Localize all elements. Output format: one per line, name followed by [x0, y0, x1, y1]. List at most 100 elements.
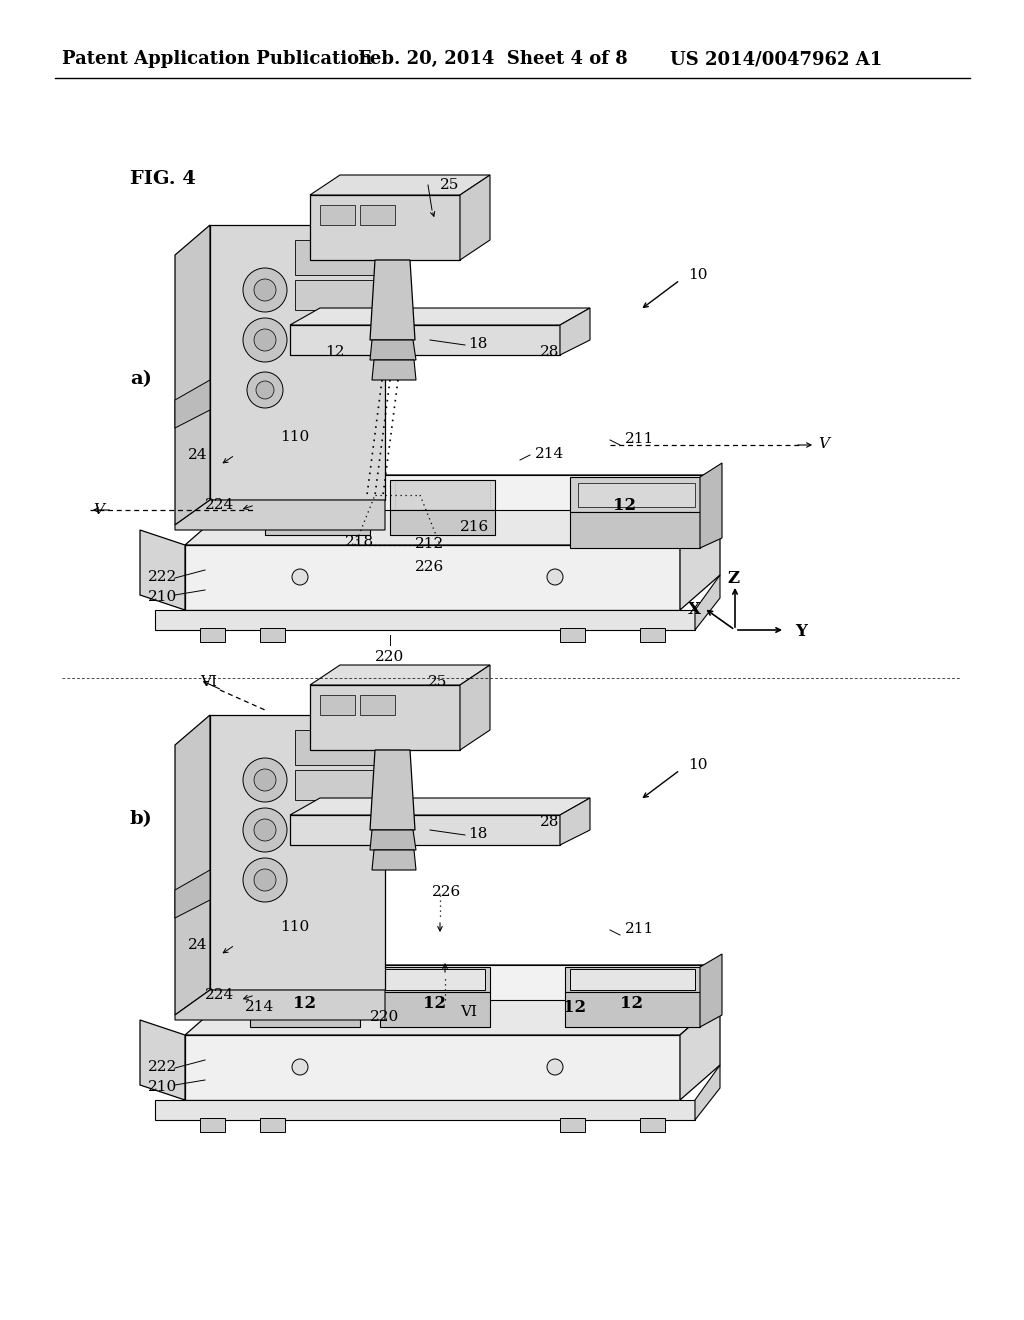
Polygon shape — [310, 176, 490, 195]
Text: 220: 220 — [371, 1010, 399, 1024]
Polygon shape — [225, 475, 720, 498]
Circle shape — [254, 279, 276, 301]
Text: 210: 210 — [148, 590, 177, 605]
Polygon shape — [560, 308, 590, 355]
Circle shape — [243, 808, 287, 851]
Polygon shape — [260, 1118, 285, 1133]
Polygon shape — [255, 969, 355, 990]
Polygon shape — [155, 610, 695, 630]
Text: 24: 24 — [188, 447, 208, 462]
Polygon shape — [700, 463, 722, 548]
Circle shape — [254, 770, 276, 791]
Circle shape — [243, 758, 287, 803]
Polygon shape — [175, 990, 385, 1020]
Polygon shape — [578, 483, 695, 507]
Polygon shape — [140, 531, 185, 610]
Polygon shape — [372, 360, 416, 380]
Text: Patent Application Publication: Patent Application Publication — [62, 50, 373, 69]
Text: 28: 28 — [540, 814, 559, 829]
Polygon shape — [290, 814, 560, 845]
Text: 12: 12 — [294, 995, 316, 1012]
Text: 12: 12 — [326, 345, 345, 359]
Polygon shape — [250, 968, 360, 993]
Polygon shape — [385, 969, 485, 990]
Polygon shape — [200, 1118, 225, 1133]
Polygon shape — [680, 1001, 720, 1100]
Text: 211: 211 — [625, 432, 654, 446]
Text: VI: VI — [200, 675, 217, 689]
Polygon shape — [175, 500, 385, 531]
Polygon shape — [175, 715, 210, 1015]
Text: 24: 24 — [188, 939, 208, 952]
Polygon shape — [185, 1035, 680, 1100]
Text: Feb. 20, 2014  Sheet 4 of 8: Feb. 20, 2014 Sheet 4 of 8 — [358, 50, 628, 69]
Text: 25: 25 — [428, 675, 447, 689]
Polygon shape — [565, 968, 700, 993]
Polygon shape — [370, 341, 416, 360]
Polygon shape — [250, 993, 360, 1027]
Polygon shape — [570, 477, 700, 512]
Text: 214: 214 — [535, 447, 564, 461]
Polygon shape — [565, 993, 700, 1027]
Polygon shape — [390, 480, 495, 510]
Text: 218: 218 — [345, 535, 374, 549]
Polygon shape — [310, 665, 490, 685]
Polygon shape — [560, 799, 590, 845]
Text: 224: 224 — [205, 987, 234, 1002]
Polygon shape — [370, 830, 416, 850]
Polygon shape — [319, 696, 355, 715]
Text: 220: 220 — [376, 649, 404, 664]
Text: V: V — [818, 437, 829, 451]
Text: 10: 10 — [688, 268, 708, 282]
Text: 25: 25 — [440, 178, 460, 191]
Polygon shape — [175, 224, 210, 525]
Polygon shape — [680, 510, 720, 610]
Polygon shape — [310, 195, 460, 260]
Polygon shape — [700, 954, 722, 1027]
Polygon shape — [175, 870, 210, 917]
Circle shape — [243, 318, 287, 362]
Text: X: X — [687, 601, 700, 618]
Text: 222: 222 — [148, 1060, 177, 1074]
Polygon shape — [380, 993, 490, 1027]
Polygon shape — [370, 260, 415, 341]
Polygon shape — [290, 325, 560, 355]
Polygon shape — [390, 510, 495, 535]
Polygon shape — [570, 512, 700, 548]
Circle shape — [247, 372, 283, 408]
Circle shape — [547, 569, 563, 585]
Circle shape — [292, 569, 308, 585]
Text: 212: 212 — [415, 537, 444, 550]
Text: US 2014/0047962 A1: US 2014/0047962 A1 — [670, 50, 883, 69]
Polygon shape — [185, 545, 680, 610]
Text: VI: VI — [460, 1005, 477, 1019]
Polygon shape — [560, 1118, 585, 1133]
Polygon shape — [695, 1065, 720, 1119]
Text: 12: 12 — [613, 496, 637, 513]
Text: 226: 226 — [432, 884, 461, 899]
Text: Y: Y — [795, 623, 807, 640]
Circle shape — [292, 1059, 308, 1074]
Text: 222: 222 — [148, 570, 177, 583]
Circle shape — [254, 869, 276, 891]
Text: 18: 18 — [468, 828, 487, 841]
Polygon shape — [640, 1118, 665, 1133]
Text: V: V — [93, 503, 104, 517]
Polygon shape — [460, 665, 490, 750]
Text: 226: 226 — [416, 560, 444, 574]
Polygon shape — [260, 628, 285, 642]
Text: 110: 110 — [280, 430, 309, 444]
Polygon shape — [570, 969, 695, 990]
Polygon shape — [290, 799, 590, 814]
Polygon shape — [245, 965, 720, 1001]
Polygon shape — [295, 770, 375, 800]
Text: a): a) — [130, 370, 152, 388]
Text: 18: 18 — [468, 337, 487, 351]
Polygon shape — [175, 380, 210, 428]
Circle shape — [547, 1059, 563, 1074]
Polygon shape — [140, 1020, 185, 1100]
Text: 216: 216 — [460, 520, 489, 535]
Polygon shape — [295, 240, 375, 275]
Polygon shape — [319, 205, 355, 224]
Polygon shape — [560, 628, 585, 642]
